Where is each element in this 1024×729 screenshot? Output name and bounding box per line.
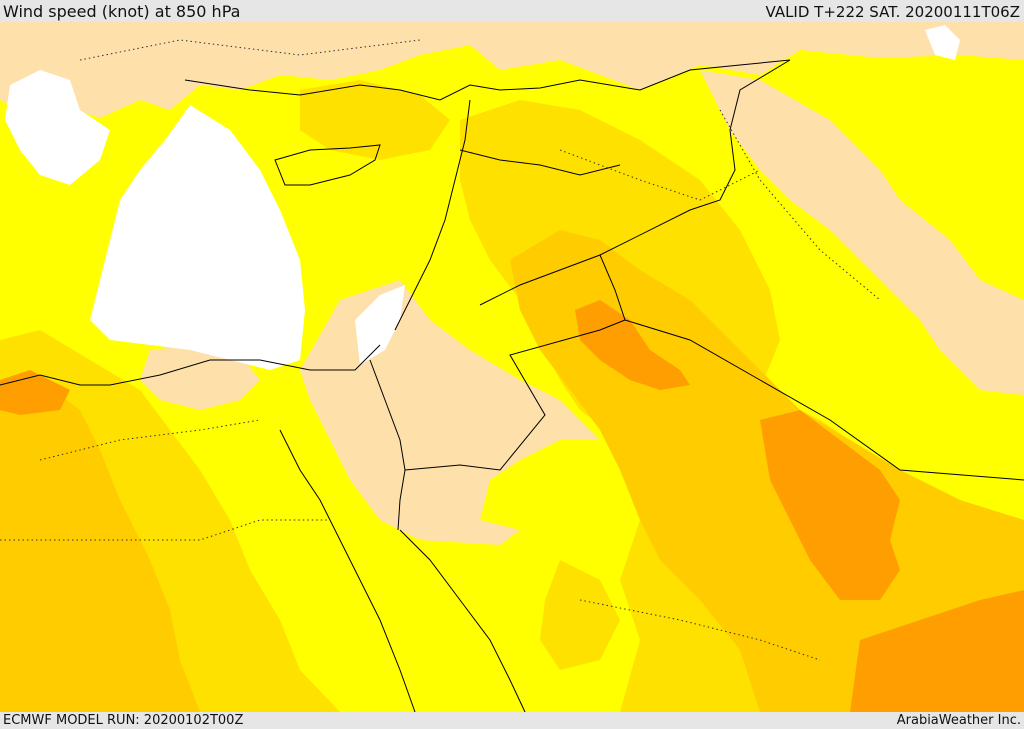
footer-bar: ECMWF MODEL RUN: 20200102T00Z ArabiaWeat…: [0, 712, 1024, 729]
border-iraq-iran: [479, 59, 791, 306]
zone-very-strong-saudi: [760, 410, 900, 600]
zone-light-iran: [700, 70, 1024, 395]
valid-time: VALID T+222 SAT. 20200111T06Z: [765, 3, 1020, 21]
boundary-dotted-6: [79, 39, 421, 61]
border-egypt-sudan: [0, 374, 110, 386]
border-iraq-saudi: [624, 319, 1024, 481]
border-syria-iraq: [599, 254, 626, 321]
zone-strong-southwest: [0, 540, 170, 712]
zone-fresh-se: [540, 560, 620, 670]
zone-calm-aegean: [5, 70, 110, 185]
coastline-red-sea-east: [399, 529, 526, 712]
border-sinai-israel: [369, 359, 406, 531]
map-title: Wind speed (knot) at 850 hPa: [3, 2, 241, 21]
coastline-levant: [394, 99, 471, 331]
zone-light-egypt-coast: [140, 345, 260, 410]
zone-calm-levant-coast: [355, 285, 405, 365]
border-turkey-syria: [459, 149, 621, 176]
header-bar: Wind speed (knot) at 850 hPa VALID T+222…: [0, 0, 1024, 22]
zone-calm-caspian: [925, 25, 960, 60]
zone-fresh-north: [300, 80, 450, 160]
boundary-dotted-2: [559, 149, 761, 201]
border-jordan-saudi: [404, 319, 626, 471]
boundary-dotted-3: [579, 599, 821, 661]
zone-very-strong-iraq: [575, 300, 690, 390]
boundary-dotted-4: [39, 419, 261, 461]
zone-calm-mediterranean: [90, 105, 305, 370]
coastline-cyprus: [274, 144, 381, 186]
model-run: ECMWF MODEL RUN: 20200102T00Z: [3, 713, 244, 728]
coastline-egypt: [109, 344, 381, 386]
boundary-dotted-5: [719, 109, 881, 301]
coastline-red-sea-west: [279, 429, 416, 712]
credit: ArabiaWeather Inc.: [896, 713, 1021, 728]
coastline-turkey-south: [184, 59, 791, 101]
zone-light-turkey: [0, 22, 1024, 118]
zone-very-strong-se: [850, 590, 1024, 712]
wind-speed-map[interactable]: [0, 22, 1024, 712]
zone-very-strong-sw: [0, 370, 70, 415]
boundary-dotted-1: [0, 519, 330, 541]
